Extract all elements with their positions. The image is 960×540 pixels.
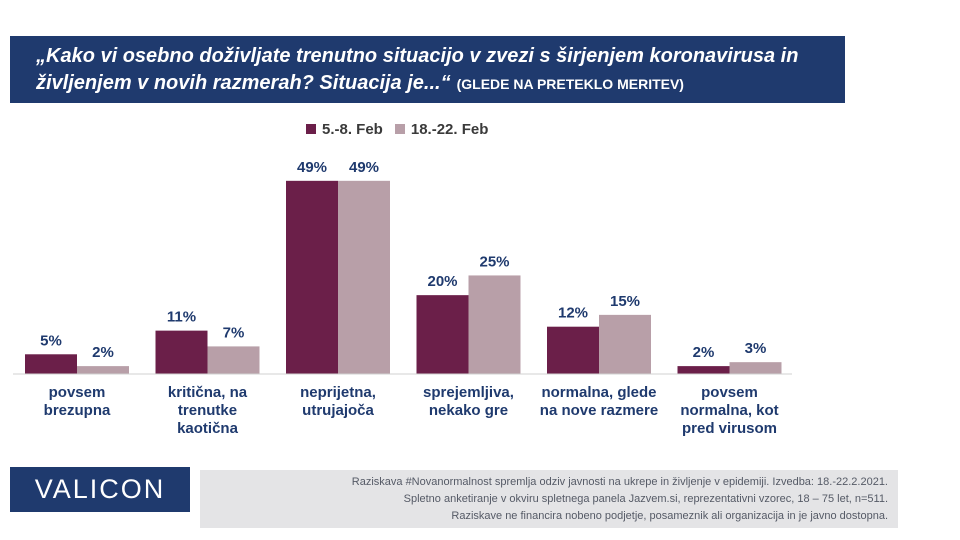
data-label-2-2: 7%	[223, 324, 245, 341]
category-label-6: povsem normalna, kot pred virusom	[680, 384, 778, 437]
data-label-2-6: 3%	[745, 340, 767, 357]
legend-item-series-2: 18.-22. Feb	[394, 120, 489, 138]
data-label-2-4: 25%	[479, 253, 509, 270]
chart-title-suffix: (GLEDE NA PRETEKLO MERITEV)	[456, 76, 684, 92]
data-label-1-3: 49%	[297, 159, 327, 176]
legend-swatch-series-1	[306, 124, 316, 134]
data-label-2-3: 49%	[349, 159, 379, 176]
bar-1-2	[155, 330, 208, 374]
bar-1-3	[286, 180, 338, 374]
bar-2-4	[468, 275, 521, 374]
footer-line-1: Raziskava #Novanormalnost spremlja odziv…	[351, 476, 888, 488]
category-label-1: povsem brezupna	[44, 384, 111, 419]
legend-label-series-2: 18.-22. Feb	[410, 120, 489, 138]
bar-2-1	[77, 366, 129, 374]
bar-1-6	[677, 366, 730, 374]
bar-2-3	[338, 180, 390, 374]
data-label-2-5: 15%	[610, 293, 640, 310]
valicon-logo: VALICON	[10, 467, 190, 512]
data-label-1-5: 12%	[558, 305, 588, 322]
bar-2-5	[599, 314, 651, 374]
category-label-4: sprejemljiva, nekako gre	[423, 384, 514, 419]
data-label-1-2: 11%	[167, 309, 196, 326]
legend-label-series-1: 5.-8. Feb	[322, 120, 383, 138]
category-label-5: normalna, glede na nove razmere	[540, 384, 658, 419]
data-label-1-6: 2%	[693, 344, 715, 361]
chart-title-box: „Kako vi osebno doživljate trenutno situ…	[10, 36, 845, 103]
chart-legend: 5.-8. Feb 18.-22. Feb	[306, 120, 500, 138]
category-label-3: neprijetna, utrujajoča	[300, 384, 376, 419]
footer-note: Raziskava #Novanormalnost spremlja odziv…	[200, 470, 898, 528]
bar-2-6	[729, 362, 782, 374]
bar-1-1	[25, 354, 77, 374]
footer-line-3: Raziskave ne financira nobeno podjetje, …	[451, 510, 888, 522]
data-label-2-1: 2%	[92, 344, 114, 361]
bar-1-4	[416, 295, 469, 374]
legend-swatch-series-2	[394, 124, 405, 134]
bar-1-5	[547, 326, 599, 374]
chart-title: „Kako vi osebno doživljate trenutno situ…	[36, 45, 799, 94]
data-label-1-4: 20%	[427, 273, 457, 290]
bar-2-2	[207, 346, 260, 374]
legend-item-series-1: 5.-8. Feb	[306, 121, 383, 138]
footer-line-2: Spletno anketiranje v okviru spletnega p…	[403, 493, 888, 505]
category-label-2: kritična, na trenutke kaotična	[168, 384, 248, 437]
data-label-1-1: 5%	[40, 332, 62, 349]
